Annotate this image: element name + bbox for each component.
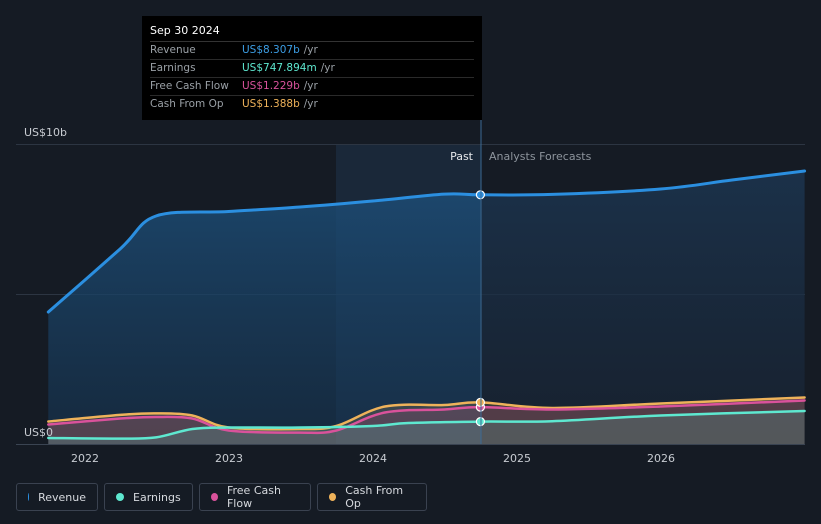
x-tick-label: 2023 <box>215 452 243 465</box>
marker-revenue <box>475 190 485 200</box>
chart-legend: Revenue Earnings Free Cash Flow Cash Fro… <box>16 483 427 511</box>
tooltip-row-free-cash-flow: Free Cash Flow US$1.229b /yr <box>150 78 474 96</box>
tooltip-label: Cash From Op <box>150 98 224 110</box>
legend-label: Cash From Op <box>345 484 404 510</box>
tooltip-value: US$1.388b <box>242 98 300 110</box>
legend-dot-icon <box>211 493 218 501</box>
series-layer <box>46 169 807 444</box>
marker-earnings <box>475 417 485 427</box>
tooltip-unit: /yr <box>320 62 335 74</box>
hover-tooltip: Sep 30 2024 Revenue US$8.307b /yr Earnin… <box>142 16 482 120</box>
past-label: Past <box>450 150 474 163</box>
tooltip-date: Sep 30 2024 <box>150 23 474 42</box>
x-axis: 2022 2023 2024 2025 2026 <box>71 452 675 465</box>
tooltip-value: US$1.229b <box>242 80 300 92</box>
revenue-area-forecast <box>480 171 805 444</box>
tooltip-value: US$747.894m <box>242 62 317 74</box>
x-tick-label: 2024 <box>359 452 387 465</box>
legend-item-cash-from-op[interactable]: Cash From Op <box>317 483 427 511</box>
tooltip-row-cash-from-op: Cash From Op US$1.388b /yr <box>150 96 474 113</box>
tooltip-row-revenue: Revenue US$8.307b /yr <box>150 42 474 60</box>
tooltip-unit: /yr <box>303 80 318 92</box>
revenue-area-past <box>48 193 481 444</box>
x-tick-label: 2026 <box>647 452 675 465</box>
tooltip-label: Free Cash Flow <box>150 80 229 92</box>
x-tick-label: 2025 <box>503 452 531 465</box>
legend-item-revenue[interactable]: Revenue <box>16 483 98 511</box>
marker-cash-from-op <box>475 397 485 407</box>
legend-label: Earnings <box>133 490 181 504</box>
legend-dot-icon <box>116 493 124 501</box>
series-area-earnings <box>48 411 805 444</box>
series-line-earnings <box>47 409 806 440</box>
series-line-free-cash-flow <box>47 399 806 435</box>
series-line-revenue <box>46 169 807 314</box>
tooltip-row-earnings: Earnings US$747.894m /yr <box>150 60 474 78</box>
y-tick-label-zero: US$0 <box>24 426 53 439</box>
tooltip-value: US$8.307b <box>242 44 300 56</box>
legend-dot-icon <box>28 493 30 501</box>
legend-item-earnings[interactable]: Earnings <box>104 483 193 511</box>
x-tick-label: 2022 <box>71 452 99 465</box>
series-line-cash-from-op <box>47 396 806 431</box>
legend-item-free-cash-flow[interactable]: Free Cash Flow <box>199 483 311 511</box>
forecast-label: Analysts Forecasts <box>489 150 592 163</box>
tooltip-label: Earnings <box>150 62 196 74</box>
y-tick-label-max: US$10b <box>24 126 67 139</box>
tooltip-label: Revenue <box>150 44 196 56</box>
tooltip-unit: /yr <box>303 44 318 56</box>
legend-label: Free Cash Flow <box>226 484 281 510</box>
chart-area: US$10b US$0 Past Analysts Forecasts 2022… <box>16 118 807 465</box>
tooltip-unit: /yr <box>303 98 318 110</box>
legend-dot-icon <box>329 493 337 501</box>
legend-label: Revenue <box>38 490 86 504</box>
